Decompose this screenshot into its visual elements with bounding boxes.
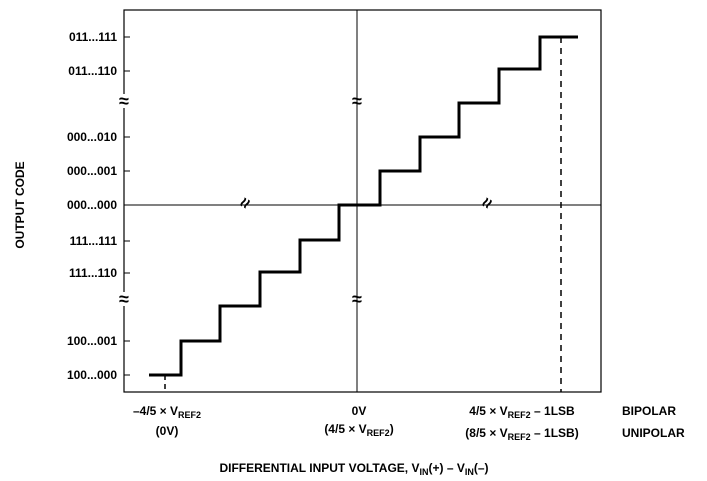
y-tick-label: 000...010 (66, 130, 117, 144)
y-tick-label: 111...111 (69, 234, 117, 248)
x-label-left-line2: (0V) (155, 424, 179, 438)
axis-break-center-bottom: ≈ (352, 289, 362, 309)
mode-label-unipolar: UNIPOLAR (622, 426, 685, 440)
y-tick-label: 000...001 (66, 164, 117, 178)
transfer-staircase-line (149, 35, 578, 377)
axis-break-left-top: ≈ (119, 91, 129, 111)
y-tick-label: 011...111 (68, 30, 117, 44)
x-label-left-line1: –4/5 × VREF2 (132, 404, 202, 420)
y-tick-label: 100...001 (66, 334, 117, 348)
y-tick-marks (124, 36, 130, 376)
y-axis-title: OUTPUT CODE (13, 161, 27, 249)
y-tick-label: 011...110 (68, 64, 117, 78)
y-tick-label: 111...110 (68, 266, 117, 280)
mode-label-bipolar: BIPOLAR (622, 404, 676, 418)
y-tick-label: 100...000 (66, 368, 117, 382)
plot-frame (123, 9, 602, 393)
x-label-right-line2: (8/5 × VREF2 – 1LSB) (465, 426, 579, 442)
axis-break-left-bottom: ≈ (119, 289, 129, 309)
x-label-center-line1: 0V (351, 404, 367, 418)
x-label-right-line1: 4/5 × VREF2 – 1LSB (469, 404, 575, 420)
y-tick-label: 000...000 (66, 198, 117, 212)
x-label-center-line2: (4/5 × VREF2) (324, 422, 394, 438)
axis-break-center-top: ≈ (352, 91, 362, 111)
x-axis-title: DIFFERENTIAL INPUT VOLTAGE, VIN(+) – VIN… (219, 461, 489, 477)
